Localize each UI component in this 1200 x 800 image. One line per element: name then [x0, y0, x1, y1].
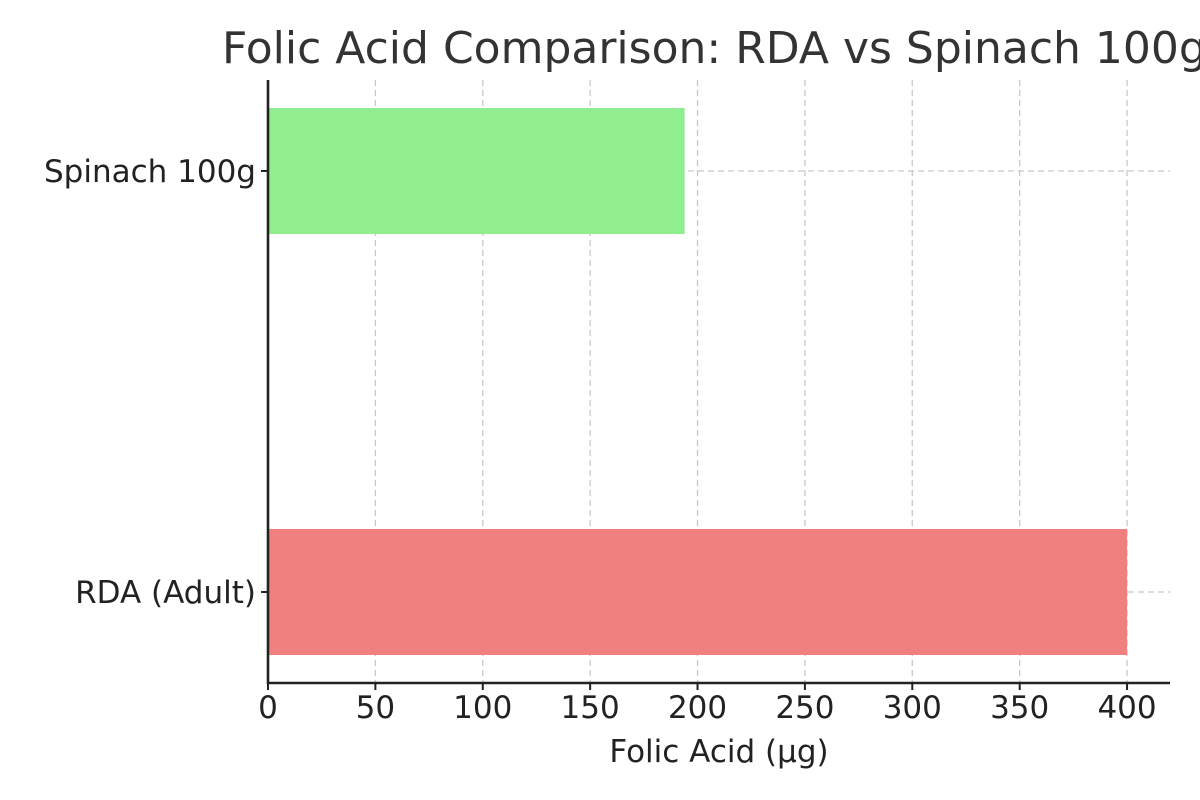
bar-spinach-100g — [268, 108, 685, 234]
bar-rda-adult — [268, 529, 1128, 655]
x-tick-label: 300 — [883, 690, 942, 726]
x-tick-label: 100 — [453, 690, 512, 726]
x-tick-label: 200 — [668, 690, 727, 726]
y-tick-label: RDA (Adult) — [75, 575, 256, 611]
bars — [268, 108, 1128, 655]
y-ticks: RDA (Adult) Spinach 100g — [44, 154, 268, 611]
x-tick-label: 150 — [561, 690, 620, 726]
x-tick-label: 350 — [990, 690, 1049, 726]
x-tick-label: 250 — [775, 690, 834, 726]
x-ticks: 0 50 100 150 200 250 300 350 400 — [258, 683, 1157, 726]
x-axis-label: Folic Acid (µg) — [609, 734, 828, 770]
x-tick-label: 400 — [1097, 690, 1156, 726]
x-tick-label: 0 — [258, 690, 278, 726]
y-tick-label: Spinach 100g — [44, 154, 256, 190]
chart-title: Folic Acid Comparison: RDA vs Spinach 10… — [222, 23, 1200, 74]
x-tick-label: 50 — [356, 690, 395, 726]
